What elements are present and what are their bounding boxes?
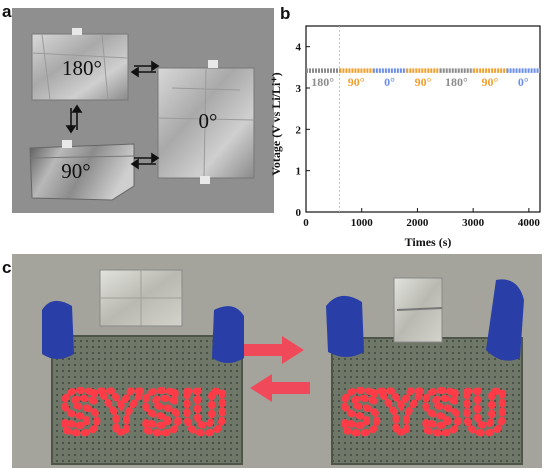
left-sign-text: SYSU	[61, 381, 228, 446]
swap-arrows	[65, 60, 160, 170]
x-tick-label: 1000	[351, 217, 374, 229]
panel-c-letter: c	[2, 258, 12, 277]
right-sign-text: SYSU	[341, 381, 508, 446]
angle-annotation: 180°	[311, 75, 334, 89]
angle-90-label: 90°	[61, 159, 90, 183]
x-axis-label: Times (s)	[405, 235, 452, 249]
right-led-board: SYSU	[326, 277, 524, 465]
panel-c-photo: SYSU SYSU	[12, 254, 542, 468]
angle-annotation: 0°	[518, 75, 529, 89]
panel-c-illustration: SYSU SYSU	[42, 269, 524, 465]
panel-a-illustration: 180° 0° 90°	[29, 28, 255, 201]
panel-b-letter: b	[280, 4, 291, 23]
x-tick-label: 2000	[406, 217, 429, 229]
voltage-chart: 0 1000 2000 3000 4000 0 1 2 3 4 180° 90° 0° 90° 180° 9…	[269, 25, 541, 249]
x-tick-label: 3000	[462, 217, 485, 229]
x-tick-label: 0	[303, 217, 309, 229]
angle-annotation: 0°	[384, 75, 395, 89]
angle-annotation: 180°	[445, 75, 468, 89]
y-tick-label: 0	[296, 207, 302, 219]
battery-0: 0°	[157, 60, 255, 184]
y-tick-label: 1	[296, 166, 302, 178]
left-led-board: SYSU	[42, 269, 244, 465]
angle-annotation: 90°	[481, 75, 498, 89]
angle-annotation: 90°	[415, 75, 432, 89]
battery-180: 180°	[31, 28, 129, 101]
angle-180-label: 180°	[62, 56, 102, 80]
y-tick-label: 3	[296, 83, 302, 95]
red-arrows	[244, 336, 310, 402]
plot-frame	[305, 25, 541, 213]
y-tick-label: 4	[296, 42, 302, 54]
angle-0-label: 0°	[199, 109, 218, 133]
panel-a-photo: 180° 0° 90°	[12, 8, 274, 213]
y-tick-label: 2	[296, 124, 302, 136]
battery-90: 90°	[29, 140, 135, 201]
panel-a-letter: a	[2, 2, 12, 21]
y-axis-label: Votage (V vs Li/Li⁺)	[269, 72, 283, 175]
angle-annotation: 90°	[348, 75, 365, 89]
x-tick-label: 4000	[518, 217, 541, 229]
